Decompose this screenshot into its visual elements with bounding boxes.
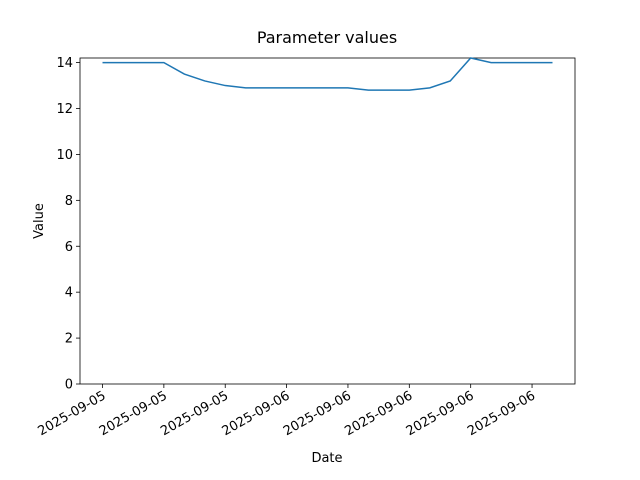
x-tick-label: 2025-09-06	[404, 388, 477, 439]
plot-frame	[79, 57, 576, 385]
y-tick-label: 2	[65, 332, 73, 347]
x-axis-label: Date	[311, 451, 342, 466]
y-tick-label: 14	[56, 56, 73, 71]
data-line	[102, 57, 553, 91]
y-tick-label: 4	[65, 286, 73, 301]
y-tick-label: 10	[56, 148, 73, 163]
y-axis-label: Value	[32, 203, 47, 239]
x-tick-label: 2025-09-05	[36, 388, 109, 439]
chart-title: Parameter values	[257, 28, 397, 47]
y-tick-label: 0	[65, 378, 73, 393]
x-tick-label: 2025-09-06	[281, 388, 354, 439]
y-tick-label: 8	[65, 194, 73, 209]
x-tick-label: 2025-09-06	[342, 388, 415, 439]
x-tick-label: 2025-09-06	[220, 388, 293, 439]
y-tick-label: 6	[65, 240, 73, 255]
y-tick-label: 12	[56, 102, 73, 117]
x-tick-label: 2025-09-06	[465, 388, 538, 439]
x-tick-label: 2025-09-05	[158, 388, 231, 439]
x-tick-label: 2025-09-05	[97, 388, 170, 439]
